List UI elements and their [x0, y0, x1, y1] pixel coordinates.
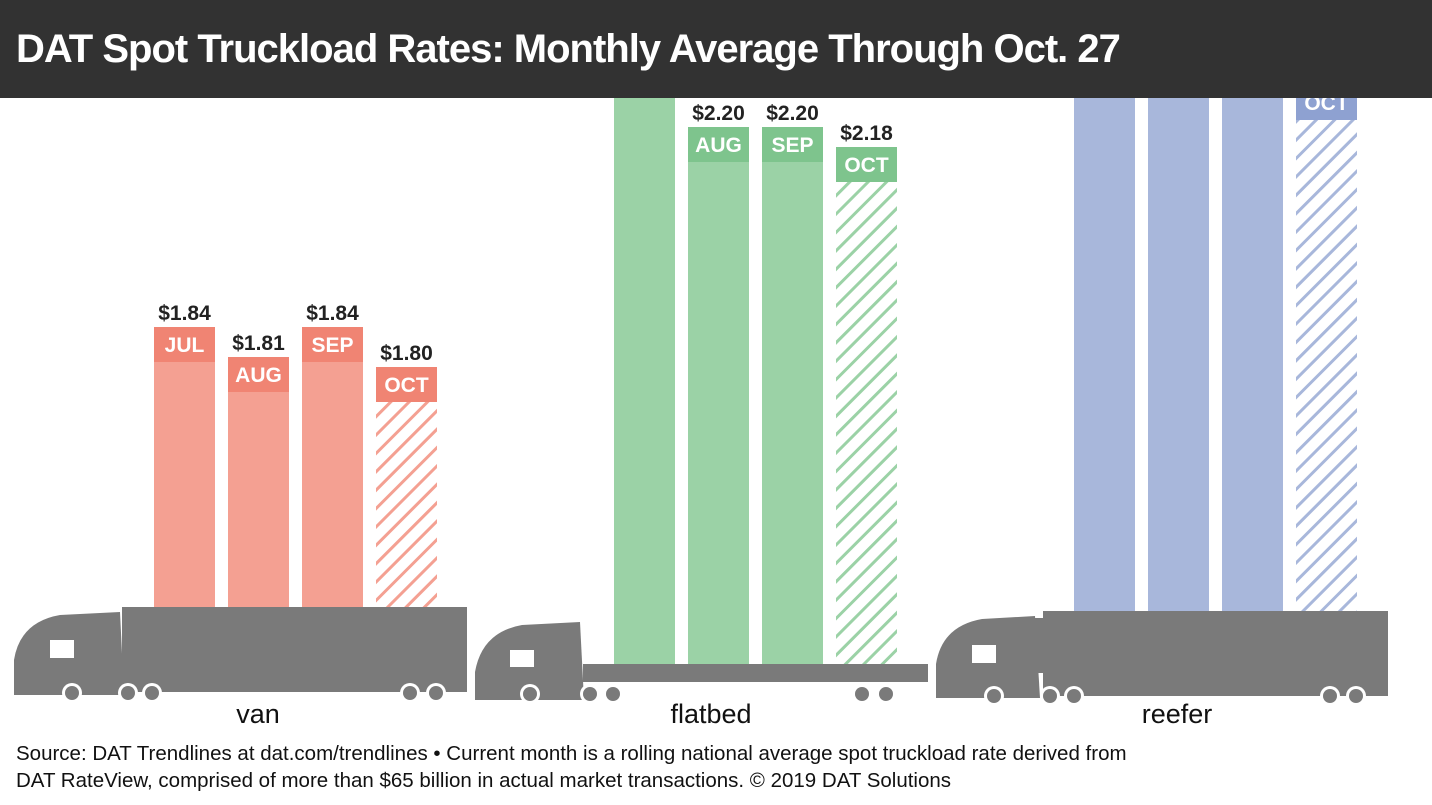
reefer-bar-jul [1074, 98, 1135, 611]
reefer-truck-icon [936, 611, 1388, 706]
flatbed-truck-icon [475, 622, 928, 704]
van-bar-oct [376, 367, 437, 607]
van-month-label-oct: OCT [384, 374, 429, 397]
bars-layer: JUL$1.84AUG$1.81SEP$1.84OCT$1.80JUL$2.27… [154, 98, 1357, 664]
flatbed-value-label-aug: $2.20 [692, 102, 745, 125]
flatbed-month-band-aug [688, 127, 749, 162]
flatbed-value-label-oct: $2.18 [840, 122, 893, 145]
flatbed-month-band-sep [762, 127, 823, 162]
flatbed-value-label-sep: $2.20 [766, 102, 819, 125]
van-month-band-jul [154, 327, 215, 362]
flatbed-bar-oct [836, 147, 897, 664]
group-label-flatbed: flatbed [670, 699, 751, 729]
van-month-band-oct [376, 367, 437, 402]
van-truck-icon [14, 607, 467, 703]
van-month-band-aug [228, 357, 289, 392]
page-title: DAT Spot Truckload Rates: Monthly Averag… [16, 27, 1121, 71]
flatbed-bar-jul [614, 98, 675, 664]
flatbed-month-label-aug: AUG [695, 134, 742, 157]
van-value-label-oct: $1.80 [380, 342, 433, 365]
van-month-label-aug: AUG [235, 364, 282, 387]
van-value-label-aug: $1.81 [232, 332, 285, 355]
flatbed-month-label-oct: OCT [844, 154, 889, 177]
van-month-label-jul: JUL [165, 334, 205, 357]
flatbed-month-label-sep: SEP [771, 134, 813, 157]
bar-chart: JUL$1.84AUG$1.81SEP$1.84OCT$1.80JUL$2.27… [14, 98, 1388, 729]
reefer-bar-sep [1222, 98, 1283, 611]
van-bar-aug [228, 357, 289, 607]
van-value-label-sep: $1.84 [306, 302, 359, 325]
group-label-reefer: reefer [1142, 699, 1213, 729]
reefer-month-label-oct: OCT [1304, 98, 1349, 115]
van-value-label-jul: $1.84 [158, 302, 211, 325]
footnote-line-1: Source: DAT Trendlines at dat.com/trendl… [16, 742, 1127, 765]
reefer-month-band-oct [1296, 98, 1357, 120]
van-bar-sep [302, 327, 363, 607]
group-label-van: van [236, 699, 280, 729]
van-bar-jul [154, 327, 215, 607]
reefer-bar-aug [1148, 98, 1209, 611]
flatbed-bar-aug [688, 127, 749, 664]
footnote-line-2: DAT RateView, comprised of more than $65… [16, 769, 952, 792]
van-month-label-sep: SEP [311, 334, 353, 357]
reefer-bar-oct [1296, 98, 1357, 611]
van-month-band-sep [302, 327, 363, 362]
flatbed-month-band-oct [836, 147, 897, 182]
source-footnote: Source: DAT Trendlines at dat.com/trendl… [16, 740, 1416, 794]
flatbed-bar-sep [762, 127, 823, 664]
title-bar: DAT Spot Truckload Rates: Monthly Averag… [0, 0, 1432, 98]
